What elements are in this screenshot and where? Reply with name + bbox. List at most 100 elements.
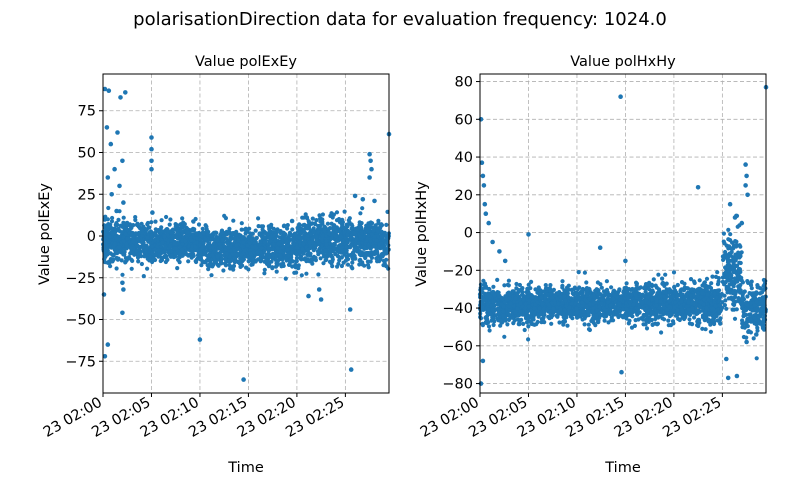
data-point <box>574 306 579 311</box>
data-point <box>162 248 167 253</box>
data-point <box>321 261 326 266</box>
data-point <box>650 322 655 327</box>
data-point <box>239 243 244 248</box>
data-point <box>338 246 343 251</box>
outlier-point <box>108 141 114 147</box>
data-point <box>239 221 244 226</box>
outlier-point <box>318 297 324 302</box>
data-point <box>366 265 371 270</box>
outlier-point <box>117 183 122 189</box>
data-point <box>232 260 237 265</box>
data-point <box>483 320 488 325</box>
data-point <box>136 259 141 264</box>
data-point <box>136 236 141 241</box>
data-point <box>513 310 518 315</box>
data-point <box>300 247 305 252</box>
data-point <box>262 267 267 272</box>
data-point <box>137 247 142 252</box>
data-point <box>667 299 672 304</box>
data-point <box>591 293 596 298</box>
data-point <box>215 238 220 243</box>
data-point <box>336 261 341 266</box>
data-point <box>698 305 703 310</box>
data-point <box>505 282 510 287</box>
data-point <box>360 262 365 267</box>
data-point <box>167 222 172 227</box>
data-point <box>379 234 384 239</box>
data-point <box>529 294 534 299</box>
data-point <box>294 255 299 261</box>
data-point <box>175 223 180 228</box>
data-point <box>194 259 199 265</box>
data-point <box>684 294 689 299</box>
data-point <box>478 301 483 306</box>
data-point <box>375 251 380 256</box>
data-point <box>238 264 243 269</box>
data-point <box>244 265 249 270</box>
data-point <box>121 239 126 244</box>
data-point <box>702 280 708 285</box>
data-point <box>231 267 236 272</box>
data-point <box>575 287 580 292</box>
data-point <box>181 220 186 225</box>
data-point <box>325 221 330 226</box>
data-point <box>480 323 485 328</box>
data-point <box>374 256 379 261</box>
data-point <box>633 318 638 323</box>
data-point <box>120 272 125 277</box>
data-point <box>690 322 695 327</box>
data-point <box>507 308 512 313</box>
data-point <box>230 252 235 257</box>
data-point <box>224 236 229 241</box>
data-point <box>696 323 701 329</box>
outlier-point <box>352 193 358 199</box>
data-point <box>372 234 377 239</box>
data-point <box>166 250 171 255</box>
data-point <box>149 220 154 225</box>
data-point <box>193 231 199 236</box>
data-point <box>339 255 344 260</box>
data-point <box>299 273 304 278</box>
data-point <box>486 307 491 312</box>
data-point <box>624 316 629 321</box>
data-point <box>293 259 299 264</box>
data-point <box>221 268 226 273</box>
data-point <box>120 230 125 235</box>
data-point <box>357 262 362 267</box>
data-point <box>626 321 631 326</box>
data-point <box>168 244 173 249</box>
data-point <box>503 318 508 323</box>
data-point <box>144 243 149 248</box>
data-point <box>110 215 115 221</box>
data-point <box>582 322 587 327</box>
data-point <box>366 243 371 248</box>
data-point <box>276 241 281 247</box>
data-point <box>303 256 308 261</box>
data-point <box>366 233 371 238</box>
data-point <box>310 236 315 241</box>
data-point <box>267 235 273 240</box>
data-point <box>134 222 139 227</box>
data-point <box>166 228 171 233</box>
data-point <box>551 306 556 311</box>
data-point <box>704 276 710 281</box>
data-point <box>312 244 318 249</box>
outlier-point <box>109 192 114 197</box>
outlier-point <box>120 310 125 316</box>
y-tick-label: 25 <box>78 187 96 203</box>
data-point <box>262 235 267 240</box>
y-tick-label: 50 <box>78 145 96 161</box>
data-point <box>342 252 347 257</box>
data-point <box>278 254 283 259</box>
data-point <box>529 315 534 321</box>
data-point <box>217 242 222 247</box>
data-point <box>360 206 365 211</box>
data-point <box>604 287 610 292</box>
scatter-points <box>477 84 769 386</box>
data-point <box>308 243 313 248</box>
data-point <box>316 272 321 277</box>
data-point <box>141 274 146 279</box>
data-point <box>274 229 279 234</box>
data-point <box>258 239 263 244</box>
data-point <box>521 321 526 326</box>
